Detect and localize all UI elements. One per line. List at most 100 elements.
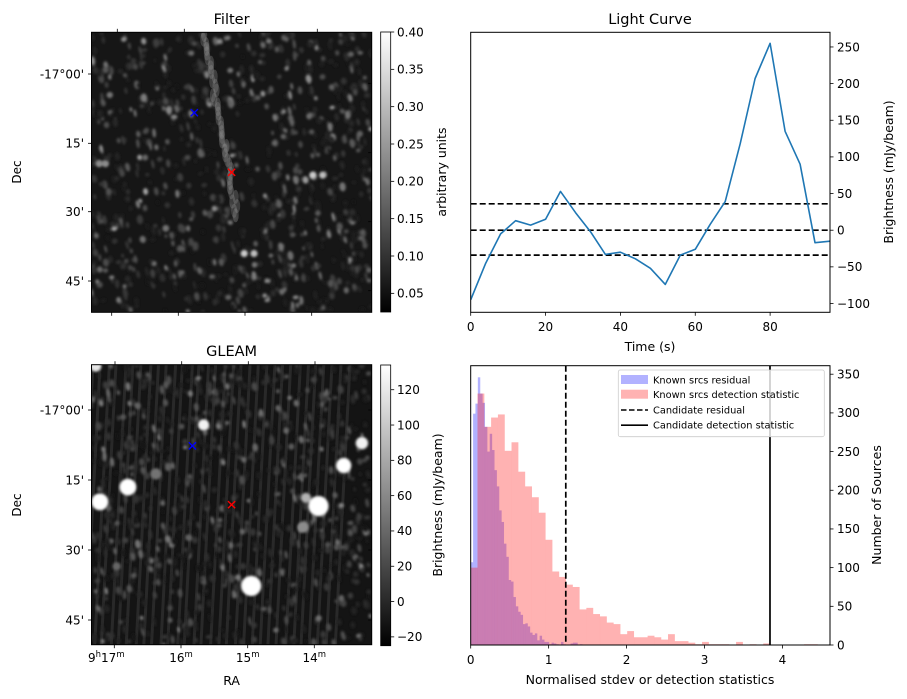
filter-noise-blob [275, 199, 283, 209]
gleam-noise-blob [232, 631, 237, 641]
gleam-noise-blob [296, 539, 300, 548]
gleam-noise-blob [303, 422, 308, 431]
gleam-noise-blob [193, 530, 199, 538]
gleam-noise-blob [255, 511, 258, 516]
gleam-noise-blob [270, 383, 275, 388]
filter-noise-blob [340, 77, 347, 85]
gleam-noise-blob [135, 516, 139, 527]
gleam-noise-blob [148, 565, 153, 573]
filter-noise-blob [347, 215, 351, 221]
gleam-noise-blob [332, 395, 338, 400]
filter-noise-blob [310, 251, 314, 258]
filter-noise-blob [338, 38, 344, 45]
gleam-noise-blob [256, 491, 261, 497]
light-curve-x-tick-label: 20 [538, 320, 553, 334]
filter-noise-blob [343, 89, 349, 98]
filter-noise-blob [285, 66, 289, 71]
filter-noise-blob [214, 239, 219, 244]
filter-noise-blob [351, 283, 357, 290]
gleam-noise-blob [350, 394, 356, 405]
gleam-noise-blob [200, 364, 204, 372]
filter-noise-blob [292, 295, 299, 300]
gleam-noise-blob [197, 592, 201, 602]
filter-noise-blob [219, 51, 226, 58]
gleam-noise-blob [110, 572, 116, 580]
gleam-noise-blob [358, 636, 363, 642]
gleam-noise-blob [202, 532, 207, 541]
gleam-noise-blob [339, 399, 346, 406]
gleam-ra-tick-label: 15m [236, 650, 260, 665]
gleam-noise-blob [214, 550, 218, 559]
gleam-noise-blob [260, 606, 267, 611]
filter-noise-blob [309, 129, 315, 135]
filter-noise-blob [251, 71, 257, 81]
histogram-bar [545, 539, 553, 645]
filter-noise-blob [284, 36, 289, 42]
gleam-noise-blob [204, 552, 210, 562]
gleam-noise-blob [362, 457, 368, 463]
filter-noise-blob [310, 153, 315, 159]
gleam-noise-blob [302, 624, 307, 634]
filter-noise-blob [137, 154, 143, 161]
gleam-noise-blob [177, 619, 182, 624]
filter-noise-blob [121, 184, 125, 192]
gleam-noise-blob [94, 594, 99, 599]
filter-noise-blob [313, 96, 318, 101]
filter-noise-blob [362, 177, 366, 182]
filter-noise-blob [124, 275, 131, 283]
filter-noise-blob [288, 90, 293, 100]
filter-noise-blob [179, 224, 186, 233]
filter-streak-segment [221, 143, 228, 158]
gleam-bright-source [150, 468, 162, 480]
filter-noise-blob [129, 248, 134, 254]
gleam-noise-blob [345, 569, 350, 574]
gleam-candidate-marker [227, 500, 236, 509]
filter-noise-blob [282, 191, 286, 198]
filter-noise-blob [128, 282, 133, 288]
filter-noise-blob [348, 256, 352, 264]
filter-noise-blob [322, 280, 327, 285]
filter-noise-blob [292, 175, 299, 185]
gleam-stripe [250, 364, 269, 645]
gleam-noise-blob [226, 615, 232, 620]
gleam-noise-blob [119, 414, 127, 420]
filter-noise-blob [268, 206, 273, 216]
gleam-noise-blob [193, 402, 199, 412]
gleam-noise-blob [175, 475, 180, 485]
filter-noise-blob [224, 207, 230, 214]
gleam-noise-blob [237, 595, 243, 604]
filter-noise-blob [179, 137, 184, 142]
filter-noise-blob [354, 138, 359, 146]
filter-noise-blob [151, 159, 155, 169]
filter-noise-blob [92, 66, 99, 75]
gleam-noise-blob [345, 374, 349, 381]
gleam-noise-blob [229, 382, 234, 389]
histogram-bar [551, 642, 554, 645]
gleam-noise-blob [222, 420, 227, 431]
gleam-noise-blob [244, 525, 249, 534]
filter-noise-blob [239, 64, 244, 75]
filter-noise-blob [141, 37, 147, 45]
filter-noise-blob [351, 82, 358, 91]
light-curve-xlabel: Time (s) [624, 339, 676, 354]
gleam-noise-blob [237, 379, 244, 389]
filter-noise-blob [237, 288, 244, 298]
gleam-noise-blob [100, 479, 104, 488]
gleam-noise-blob [320, 519, 327, 528]
filter-noise-blob [175, 36, 181, 42]
gleam-noise-blob [319, 531, 325, 541]
filter-noise-blob [320, 140, 327, 147]
gleam-noise-blob [97, 435, 101, 440]
filter-noise-blob [349, 242, 353, 250]
gleam-noise-blob [340, 631, 346, 641]
filter-noise-blob [252, 192, 256, 199]
filter-noise-blob [327, 41, 333, 51]
gleam-noise-blob [249, 600, 256, 605]
histogram-bar [511, 581, 514, 645]
filter-colorbar-label: arbitrary units [434, 127, 449, 216]
filter-noise-blob [242, 306, 247, 313]
filter-noise-blob [350, 271, 356, 277]
histogram-bar [470, 567, 478, 645]
histogram-bar [542, 639, 545, 645]
light-curve-y-tick-label: −50 [837, 260, 862, 274]
